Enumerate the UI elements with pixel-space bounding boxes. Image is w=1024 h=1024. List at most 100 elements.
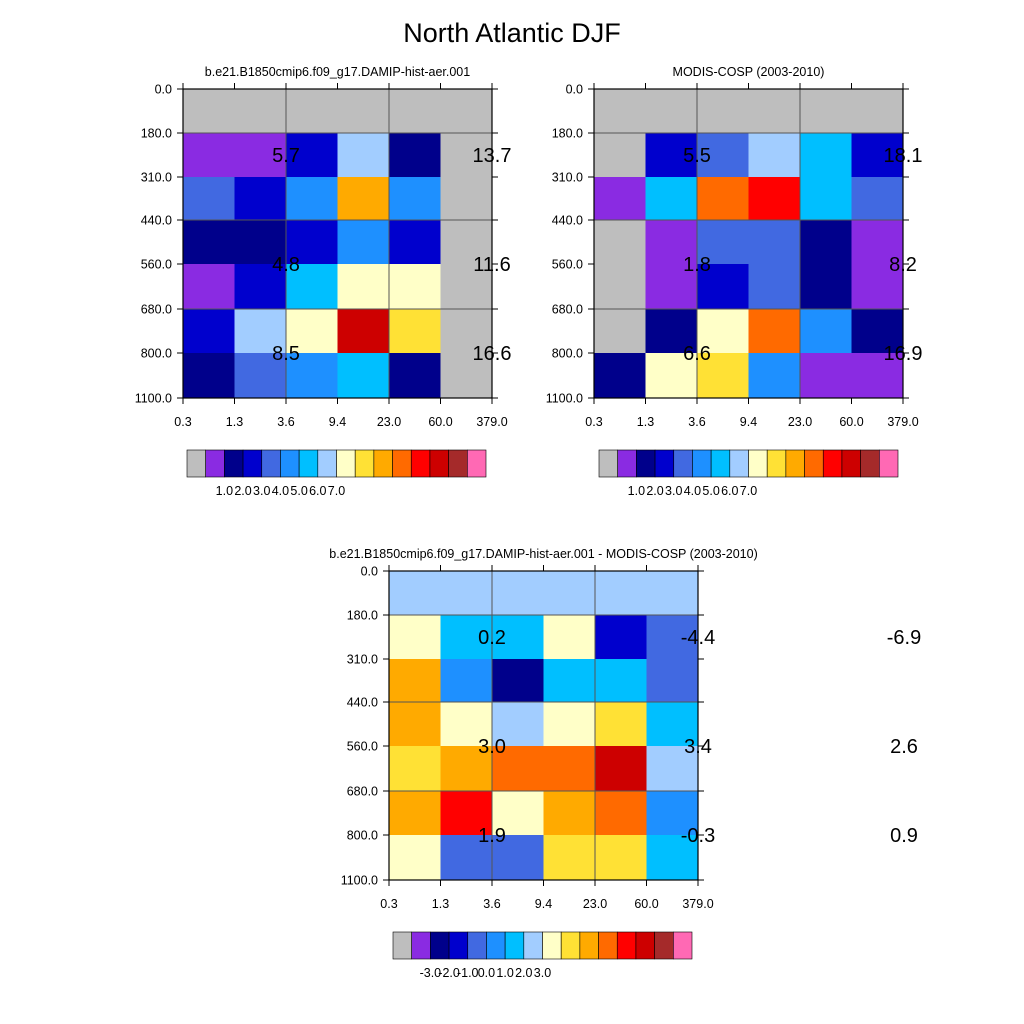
heatmap-cell [337, 353, 390, 399]
cell-value-label: 18.1 [884, 145, 923, 167]
colorbar-label: -1.0 [457, 966, 479, 980]
heatmap-cell [645, 220, 698, 265]
x-tick-label: 0.3 [380, 897, 397, 911]
x-tick-label: 1.3 [226, 415, 243, 429]
colorbar-swatch [785, 449, 805, 478]
y-tick-label: 0.0 [566, 83, 583, 97]
heatmap-cell [595, 659, 647, 703]
heatmap-cell [543, 791, 596, 836]
heatmap-cell [389, 615, 441, 660]
colorbar-swatch [242, 449, 263, 478]
colorbar-swatch [467, 449, 487, 478]
heatmap-panel-3: b.e21.B1850cmip6.f09_g17.DAMIP-hist-aer.… [329, 547, 921, 980]
heatmap-cell [697, 353, 749, 399]
colorbar-label: 1.0 [628, 484, 645, 498]
y-tick-label: 440.0 [347, 696, 378, 710]
heatmap-cell [337, 220, 390, 265]
heatmap-cell [543, 835, 596, 881]
colorbar-swatch [410, 449, 431, 478]
colorbar-swatch [392, 931, 412, 960]
heatmap-cell [492, 571, 544, 616]
y-tick-label: 680.0 [552, 303, 583, 317]
heatmap-cell [800, 89, 852, 134]
colorbar-swatch [654, 449, 675, 478]
heatmap-cell [594, 309, 646, 354]
cell-value-label: 2.6 [890, 736, 918, 758]
heatmap-cell [594, 133, 646, 178]
heatmap-cell [646, 702, 699, 747]
colorbar-swatch [354, 449, 375, 478]
colorbar-label: 4.0 [684, 484, 701, 498]
colorbar-label: 7.0 [740, 484, 757, 498]
colorbar-swatch [430, 931, 450, 960]
heatmap-cell [389, 220, 441, 265]
y-tick-label: 310.0 [347, 653, 378, 667]
y-tick-label: 440.0 [552, 214, 583, 228]
heatmap-cell [748, 177, 801, 221]
heatmap-cell [645, 89, 698, 134]
heatmap-cell [440, 177, 493, 221]
heatmap-cell [646, 746, 699, 792]
cell-value-label: 0.9 [890, 825, 918, 847]
colorbar-swatch [673, 449, 693, 478]
heatmap-cell [646, 835, 699, 881]
colorbar-label: 5.0 [290, 484, 307, 498]
heatmap-cell [440, 309, 493, 354]
colorbar-label: 3.0 [665, 484, 682, 498]
heatmap-cell [595, 615, 647, 660]
colorbar-swatch [411, 931, 431, 960]
heatmap-cell [389, 746, 441, 792]
colorbar-swatch [280, 449, 300, 478]
colorbar-swatch [654, 931, 674, 960]
heatmap-cell [543, 746, 596, 792]
colorbar-swatch [804, 449, 824, 478]
heatmap-cell [851, 133, 904, 178]
heatmap-cell [389, 177, 441, 221]
x-tick-label: 1.3 [432, 897, 449, 911]
heatmap-cell [851, 220, 904, 265]
heatmap-cell [697, 220, 749, 265]
heatmap-cell [286, 177, 338, 221]
heatmap-cell [389, 133, 441, 178]
heatmap-cell [748, 264, 801, 310]
heatmap-cell [851, 264, 904, 310]
y-tick-label: 560.0 [347, 740, 378, 754]
heatmap-cell [851, 309, 904, 354]
panel-title: b.e21.B1850cmip6.f09_g17.DAMIP-hist-aer.… [329, 547, 757, 561]
heatmap-cell [492, 615, 544, 660]
colorbar-swatch [598, 931, 618, 960]
heatmap-cell [748, 309, 801, 354]
heatmap-cell [337, 177, 390, 221]
heatmap-cell [748, 220, 801, 265]
colorbar-label: 0.0 [478, 966, 495, 980]
colorbar-swatch [748, 449, 768, 478]
colorbar: 1.0 2.0 3.0 4.0 5.0 6.0 7.0 [186, 449, 487, 498]
heatmap-cell [645, 133, 698, 178]
colorbar-swatch [429, 449, 449, 478]
cell-value-label: -4.4 [681, 627, 715, 649]
y-tick-label: 680.0 [347, 785, 378, 799]
x-tick-label: 60.0 [839, 415, 863, 429]
x-tick-label: 0.3 [174, 415, 191, 429]
heatmap-cell [440, 659, 493, 703]
colorbar-swatch [205, 449, 225, 478]
heatmap-cell [440, 702, 493, 747]
colorbar-label: -3.0 [420, 966, 442, 980]
heatmap-cell [286, 309, 338, 354]
y-tick-label: 560.0 [141, 258, 172, 272]
heatmap-cell [286, 133, 338, 178]
heatmap-cell [234, 264, 287, 310]
heatmap-cell [234, 220, 287, 265]
heatmap-cell [389, 659, 441, 703]
heatmap-cell [440, 835, 493, 881]
x-tick-label: 60.0 [428, 415, 452, 429]
heatmap-cell [697, 133, 749, 178]
heatmap-cell [594, 353, 646, 399]
x-tick-label: 60.0 [634, 897, 658, 911]
colorbar-swatch [766, 449, 787, 478]
heatmap-cell [389, 702, 441, 747]
colorbar: -3.0-2.0-1.0 0.0 1.0 2.0 3.0 [392, 931, 693, 980]
heatmap-cell [697, 89, 749, 134]
cell-value-label: 3.4 [684, 736, 712, 758]
colorbar-label: 6.0 [309, 484, 326, 498]
